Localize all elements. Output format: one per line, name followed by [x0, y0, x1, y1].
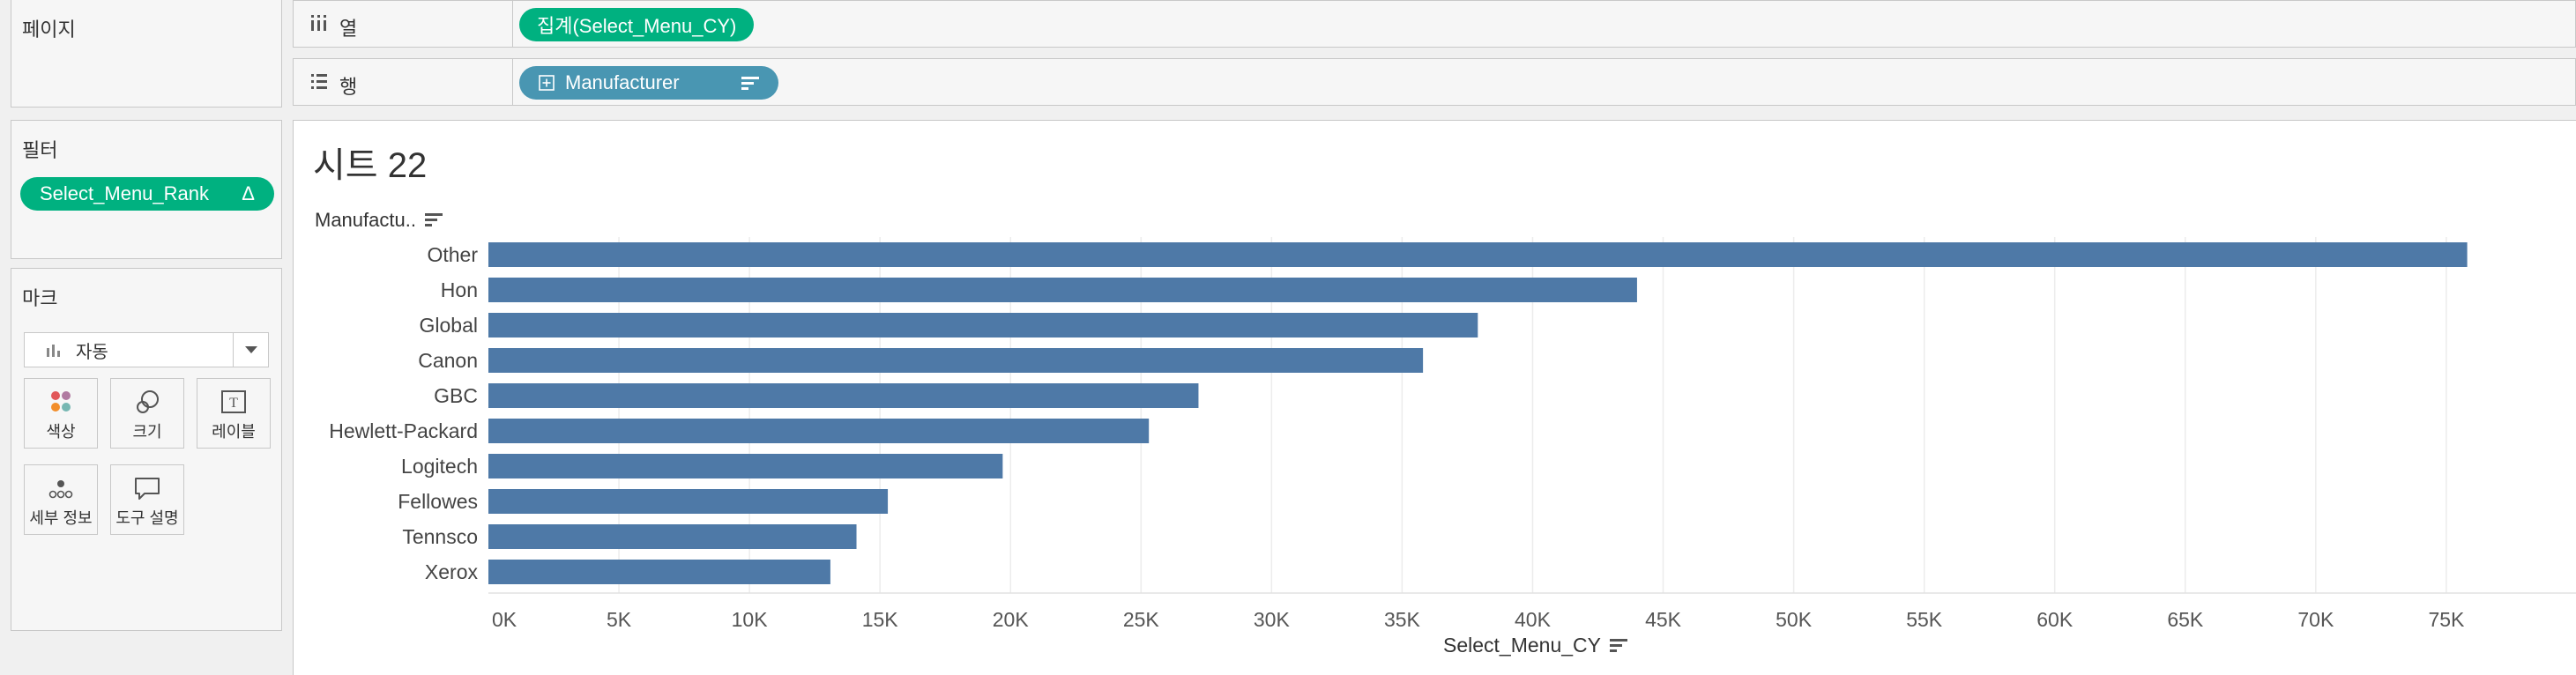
x-tick-label: 25K: [1123, 608, 1160, 631]
category-label: Other: [427, 243, 478, 266]
x-tick-label: 5K: [607, 608, 632, 631]
size-icon: [137, 390, 159, 413]
row-header-label: Manufactu..: [315, 209, 416, 231]
x-tick-label: 65K: [2167, 608, 2204, 631]
detail-button[interactable]: 세부 정보: [24, 464, 98, 535]
expand-plus-icon[interactable]: [539, 75, 555, 91]
sort-icon[interactable]: [424, 212, 444, 228]
columns-shelf[interactable]: 열 집계(Select_Menu_CY): [293, 0, 2576, 48]
bar[interactable]: [488, 524, 857, 549]
bar[interactable]: [488, 383, 1199, 408]
x-tick-label: 60K: [2036, 608, 2073, 631]
bar-chart-icon: [46, 343, 63, 357]
table-calc-delta-icon: Δ: [242, 182, 255, 204]
x-tick-label: 70K: [2297, 608, 2334, 631]
tooltip-icon: [135, 478, 160, 500]
shelf-area: 열 집계(Select_Menu_CY) 행 Manufacturer: [293, 0, 2576, 109]
x-tick-label: 40K: [1515, 608, 1552, 631]
filter-pill-select-menu-rank[interactable]: Select_Menu_Rank Δ: [20, 177, 274, 211]
marks-panel: 마크 자동 색상 크기 T 레이블 세부: [11, 268, 282, 631]
bar[interactable]: [488, 419, 1150, 443]
filter-pill-label: Select_Menu_Rank: [40, 182, 210, 204]
sort-descending-icon[interactable]: [741, 75, 761, 91]
rows-shelf[interactable]: 행 Manufacturer: [293, 58, 2576, 106]
tooltip-button[interactable]: 도구 설명: [110, 464, 184, 535]
filters-title: 필터: [22, 139, 58, 161]
x-tick-label: 10K: [732, 608, 769, 631]
category-label: Fellowes: [398, 490, 478, 513]
label-button[interactable]: T 레이블: [197, 378, 271, 449]
rows-pill-label: Manufacturer: [565, 71, 680, 93]
rows-shelf-label: 행: [339, 76, 358, 98]
x-tick-label: 35K: [1384, 608, 1421, 631]
x-tick-label: 50K: [1776, 608, 1813, 631]
category-label: Logitech: [401, 455, 478, 478]
bar[interactable]: [488, 313, 1478, 338]
category-label: Tennsco: [402, 525, 478, 548]
pages-title: 페이지: [22, 19, 76, 41]
size-button-label: 크기: [132, 423, 162, 441]
bar[interactable]: [488, 242, 2468, 267]
x-tick-label: 15K: [862, 608, 899, 631]
category-label: GBC: [434, 384, 478, 407]
x-tick-label: 20K: [993, 608, 1030, 631]
bar-chart: Other Hon Global Canon GBC Hewlett-Packard Log…: [329, 237, 2576, 631]
category-label: Xerox: [425, 560, 479, 583]
shelf-divider: [512, 1, 513, 47]
row-header-manufacturer[interactable]: Manufactu..: [315, 209, 444, 232]
color-button[interactable]: 색상: [24, 378, 98, 449]
viz-area: 시트 22 Manufactu.. Other Hon Global Canon GBC…: [293, 120, 2576, 675]
sheet-title: 시트 22: [313, 146, 428, 185]
marks-title: 마크: [22, 287, 58, 309]
detail-icon: [48, 480, 73, 499]
bar[interactable]: [488, 489, 889, 514]
category-label: Hon: [441, 278, 478, 301]
bar[interactable]: [488, 560, 830, 584]
columns-shelf-label: 열: [339, 18, 358, 40]
label-button-label: 레이블: [212, 423, 256, 441]
dropdown-arrow-icon[interactable]: [233, 333, 268, 367]
x-axis-title-label: Select_Menu_CY: [1443, 634, 1601, 656]
shelf-divider: [512, 59, 513, 105]
bar[interactable]: [488, 348, 1424, 373]
rows-pill-manufacturer[interactable]: Manufacturer: [519, 66, 778, 100]
category-label: Hewlett-Packard: [329, 419, 478, 442]
x-tick-label: 45K: [1645, 608, 1682, 631]
sort-icon[interactable]: [1610, 638, 1629, 654]
x-tick-label: 55K: [1906, 608, 1943, 631]
filters-panel[interactable]: 필터 Select_Menu_Rank Δ: [11, 120, 282, 259]
rows-icon: [311, 74, 327, 89]
x-tick-label: 30K: [1254, 608, 1291, 631]
mark-type-label: 자동: [76, 342, 108, 362]
x-tick-label: 0K: [492, 608, 517, 631]
columns-pill-select-menu-cy[interactable]: 집계(Select_Menu_CY): [519, 8, 755, 41]
columns-icon: [311, 15, 326, 31]
detail-button-label: 세부 정보: [29, 509, 93, 527]
bar[interactable]: [488, 454, 1003, 478]
color-icon: [51, 391, 71, 412]
label-icon: T: [221, 390, 246, 413]
tooltip-button-label: 도구 설명: [115, 509, 179, 527]
category-label: Canon: [418, 349, 478, 372]
color-button-label: 색상: [46, 423, 76, 441]
x-tick-label: 75K: [2428, 608, 2465, 631]
category-label: Global: [420, 314, 478, 337]
mark-type-dropdown[interactable]: 자동: [24, 332, 269, 367]
bar[interactable]: [488, 278, 1637, 302]
pages-panel[interactable]: 페이지: [11, 0, 282, 108]
svg-text:T: T: [229, 396, 238, 411]
size-button[interactable]: 크기: [110, 378, 184, 449]
x-axis-title[interactable]: Select_Menu_CY: [1443, 634, 1629, 657]
